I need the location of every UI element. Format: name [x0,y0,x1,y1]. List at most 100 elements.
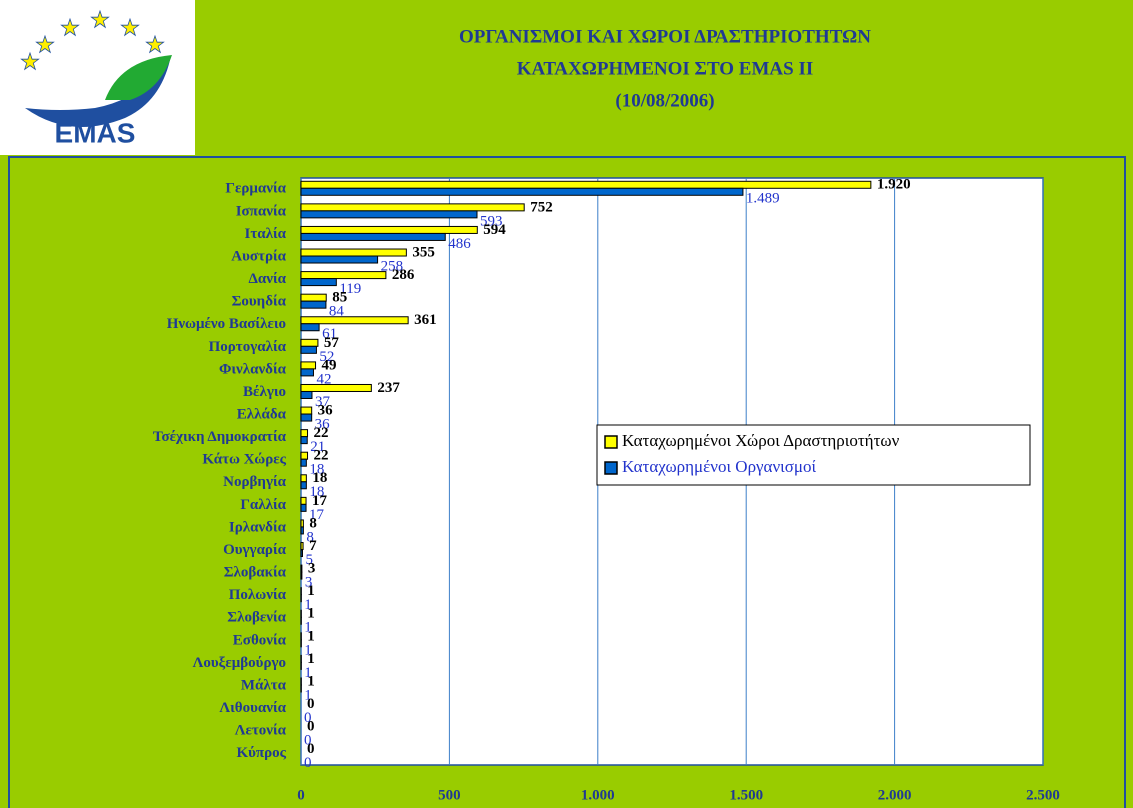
data-label: 0 [304,710,312,726]
logo-leaf [105,55,172,100]
data-label: 0 [304,755,312,771]
data-label: 8 [306,529,314,545]
bar [300,300,327,309]
bar [300,255,379,264]
chart-title: ΟΡΓΑΝΙΣΜΟΙ ΚΑΙ ΧΩΡΟΙ ΔΡΑΣΤΗΡΙΟΤΗΤΩΝ [459,26,871,47]
data-label: 42 [316,371,331,387]
data-label: 22 [314,425,329,441]
data-label: 1 [307,606,315,622]
data-label: 1 [307,673,315,689]
data-label: 52 [319,349,334,365]
y-tick-label: Εσθονία [233,632,287,648]
bar [300,180,872,189]
bar [300,474,307,483]
bar [300,345,317,354]
data-label: 7 [309,538,317,554]
data-label: 5 [305,552,313,568]
bar [300,458,307,467]
y-tick-label: Σλοβενία [227,610,286,626]
data-label: 3 [308,561,316,577]
x-tick-label: 1.000 [581,787,615,803]
data-label: 1 [307,628,315,644]
legend-label: Καταχωρημένοι Οργανισμοί [622,457,817,476]
bar [300,368,314,377]
bar [300,316,409,325]
bar [300,338,319,347]
bar [300,451,309,460]
bar [300,203,525,212]
y-tick-label: Τσέχικη Δημοκρατία [153,429,287,445]
y-tick-label: Ηνωμένο Βασίλειο [167,316,286,332]
bar [300,361,317,370]
data-label: 61 [322,326,337,342]
data-label: 49 [322,357,337,373]
data-label: 85 [332,290,347,306]
y-tick-label: Ελλάδα [237,406,287,422]
data-label: 361 [414,312,437,328]
bar [300,526,304,535]
logo-star [145,34,165,54]
logo-star [60,17,80,37]
data-label: 36 [318,402,334,418]
logo-star [20,51,40,71]
logo-star [90,9,110,29]
y-tick-label: Πορτογαλία [209,339,287,355]
data-label: 1 [307,583,315,599]
data-label: 84 [329,304,345,320]
data-label: 1 [304,597,312,613]
data-label: 17 [312,493,328,509]
data-label: 3 [305,575,313,591]
y-tick-label: Πολωνία [229,587,287,603]
logo-stars [20,9,165,71]
data-label: 18 [309,462,324,478]
bar [300,519,304,528]
y-tick-label: Ιρλανδία [229,519,287,535]
data-label: 0 [307,696,315,712]
data-label: 237 [377,380,400,396]
data-label: 22 [314,448,329,464]
y-tick-label: Σουηδία [232,294,287,310]
y-tick-label: Λετονία [235,723,287,739]
bar [300,413,313,422]
y-tick-label: Βέλγιο [243,384,286,400]
bar [300,323,320,332]
bar [300,293,327,302]
logo-text: EMAS [55,117,136,148]
legend-swatch [604,435,618,449]
bar [300,503,307,512]
data-label: 0 [307,741,315,757]
bar [300,496,307,505]
legend-swatch [604,461,618,475]
bar [300,248,407,257]
y-tick-label: Δανία [249,271,287,287]
chart-title: ΚΑΤΑΧΩΡΗΜΕΝΟΙ ΣΤΟ EMAS II [517,58,814,79]
bar [300,571,303,580]
data-label: 1 [304,620,312,636]
logo-swoosh [25,60,170,127]
x-tick-label: 1.500 [729,787,763,803]
y-tick-label: Ισπανία [236,203,287,219]
bar [300,271,387,280]
bar [300,436,308,445]
data-label: 18 [309,484,324,500]
y-tick-label: Κύπρος [236,745,286,761]
y-tick-label: Ουγγαρία [223,542,287,558]
x-tick-label: 2.500 [1026,787,1060,803]
bar [300,210,478,219]
data-label: 258 [381,258,404,274]
bar [300,225,478,234]
chart-subtitle: (10/08/2006) [615,90,714,111]
data-label: 57 [324,335,340,351]
data-label: 1 [304,642,312,658]
y-tick-label: Κάτω Χώρες [202,452,286,468]
data-label: 36 [315,416,331,432]
legend-box [596,424,1031,486]
chart-frame [8,156,1126,808]
y-tick-label: Νορβηγία [223,474,286,490]
data-label: 486 [448,236,471,252]
legend-label: Καταχωρημένοι Χώροι Δραστηριοτήτων [622,431,900,450]
data-label: 17 [309,507,325,523]
bar [300,278,337,287]
data-label: 18 [312,470,327,486]
